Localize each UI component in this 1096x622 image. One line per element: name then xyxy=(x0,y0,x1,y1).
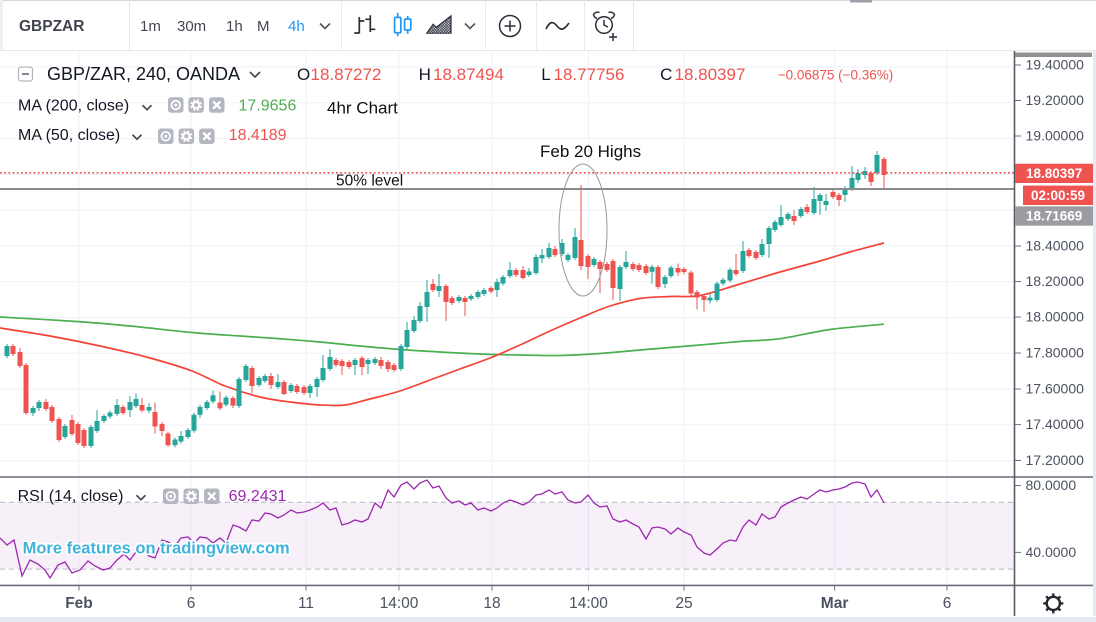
svg-text:14:00: 14:00 xyxy=(569,595,608,612)
svg-text:Feb 20 Highs: Feb 20 Highs xyxy=(540,142,641,161)
svg-text:80.0000: 80.0000 xyxy=(1026,477,1077,493)
svg-text:02:00:59: 02:00:59 xyxy=(1031,188,1085,203)
svg-text:69.2431: 69.2431 xyxy=(229,488,287,505)
svg-text:18: 18 xyxy=(483,595,500,612)
svg-text:40.0000: 40.0000 xyxy=(1026,544,1077,560)
svg-text:18.20000: 18.20000 xyxy=(1026,273,1085,289)
svg-text:17.80000: 17.80000 xyxy=(1026,345,1085,361)
svg-text:M: M xyxy=(257,18,270,35)
svg-text:Mar: Mar xyxy=(821,595,849,612)
svg-text:18.4189: 18.4189 xyxy=(229,127,287,144)
svg-text:25: 25 xyxy=(675,595,692,612)
svg-text:4hr Chart: 4hr Chart xyxy=(327,99,398,118)
svg-text:−0.06875 (−0.36%): −0.06875 (−0.36%) xyxy=(778,68,894,83)
svg-text:17.20000: 17.20000 xyxy=(1026,452,1085,468)
svg-text:17.9656: 17.9656 xyxy=(239,98,297,115)
svg-text:50% level: 50% level xyxy=(336,173,403,190)
svg-text:6: 6 xyxy=(943,595,952,612)
svg-text:More features on tradingview.c: More features on tradingview.com xyxy=(23,540,290,558)
svg-text:18.77756: 18.77756 xyxy=(554,65,625,84)
svg-text:14:00: 14:00 xyxy=(380,595,419,612)
svg-text:18.71669: 18.71669 xyxy=(1026,209,1082,224)
svg-text:19.00000: 19.00000 xyxy=(1026,128,1085,144)
svg-text:MA (50, close): MA (50, close) xyxy=(18,127,120,144)
svg-text:GBPZAR: GBPZAR xyxy=(19,18,84,35)
svg-text:MA (200, close): MA (200, close) xyxy=(18,98,129,115)
svg-text:30m: 30m xyxy=(177,18,206,35)
svg-text:18.80397: 18.80397 xyxy=(675,65,746,84)
svg-text:19.40000: 19.40000 xyxy=(1026,57,1085,73)
svg-text:19.20000: 19.20000 xyxy=(1026,92,1085,108)
svg-text:4h: 4h xyxy=(288,18,305,35)
svg-text:18.87272: 18.87272 xyxy=(311,65,382,84)
svg-text:1m: 1m xyxy=(140,18,161,35)
svg-text:O: O xyxy=(297,65,310,84)
svg-text:18.00000: 18.00000 xyxy=(1026,309,1085,325)
svg-text:L: L xyxy=(541,65,550,84)
svg-text:1h: 1h xyxy=(226,18,243,35)
svg-text:RSI (14, close): RSI (14, close) xyxy=(18,488,124,505)
svg-text:17.60000: 17.60000 xyxy=(1026,381,1085,397)
svg-text:18.80397: 18.80397 xyxy=(1026,166,1082,181)
svg-text:H: H xyxy=(419,65,431,84)
svg-text:GBP/ZAR, 240, OANDA: GBP/ZAR, 240, OANDA xyxy=(47,64,240,84)
svg-text:18.87494: 18.87494 xyxy=(433,65,504,84)
svg-text:11: 11 xyxy=(298,595,314,612)
svg-text:17.40000: 17.40000 xyxy=(1026,416,1085,432)
svg-text:6: 6 xyxy=(187,595,196,612)
svg-text:18.40000: 18.40000 xyxy=(1026,238,1085,254)
svg-text:Feb: Feb xyxy=(65,595,93,612)
svg-text:C: C xyxy=(660,65,672,84)
